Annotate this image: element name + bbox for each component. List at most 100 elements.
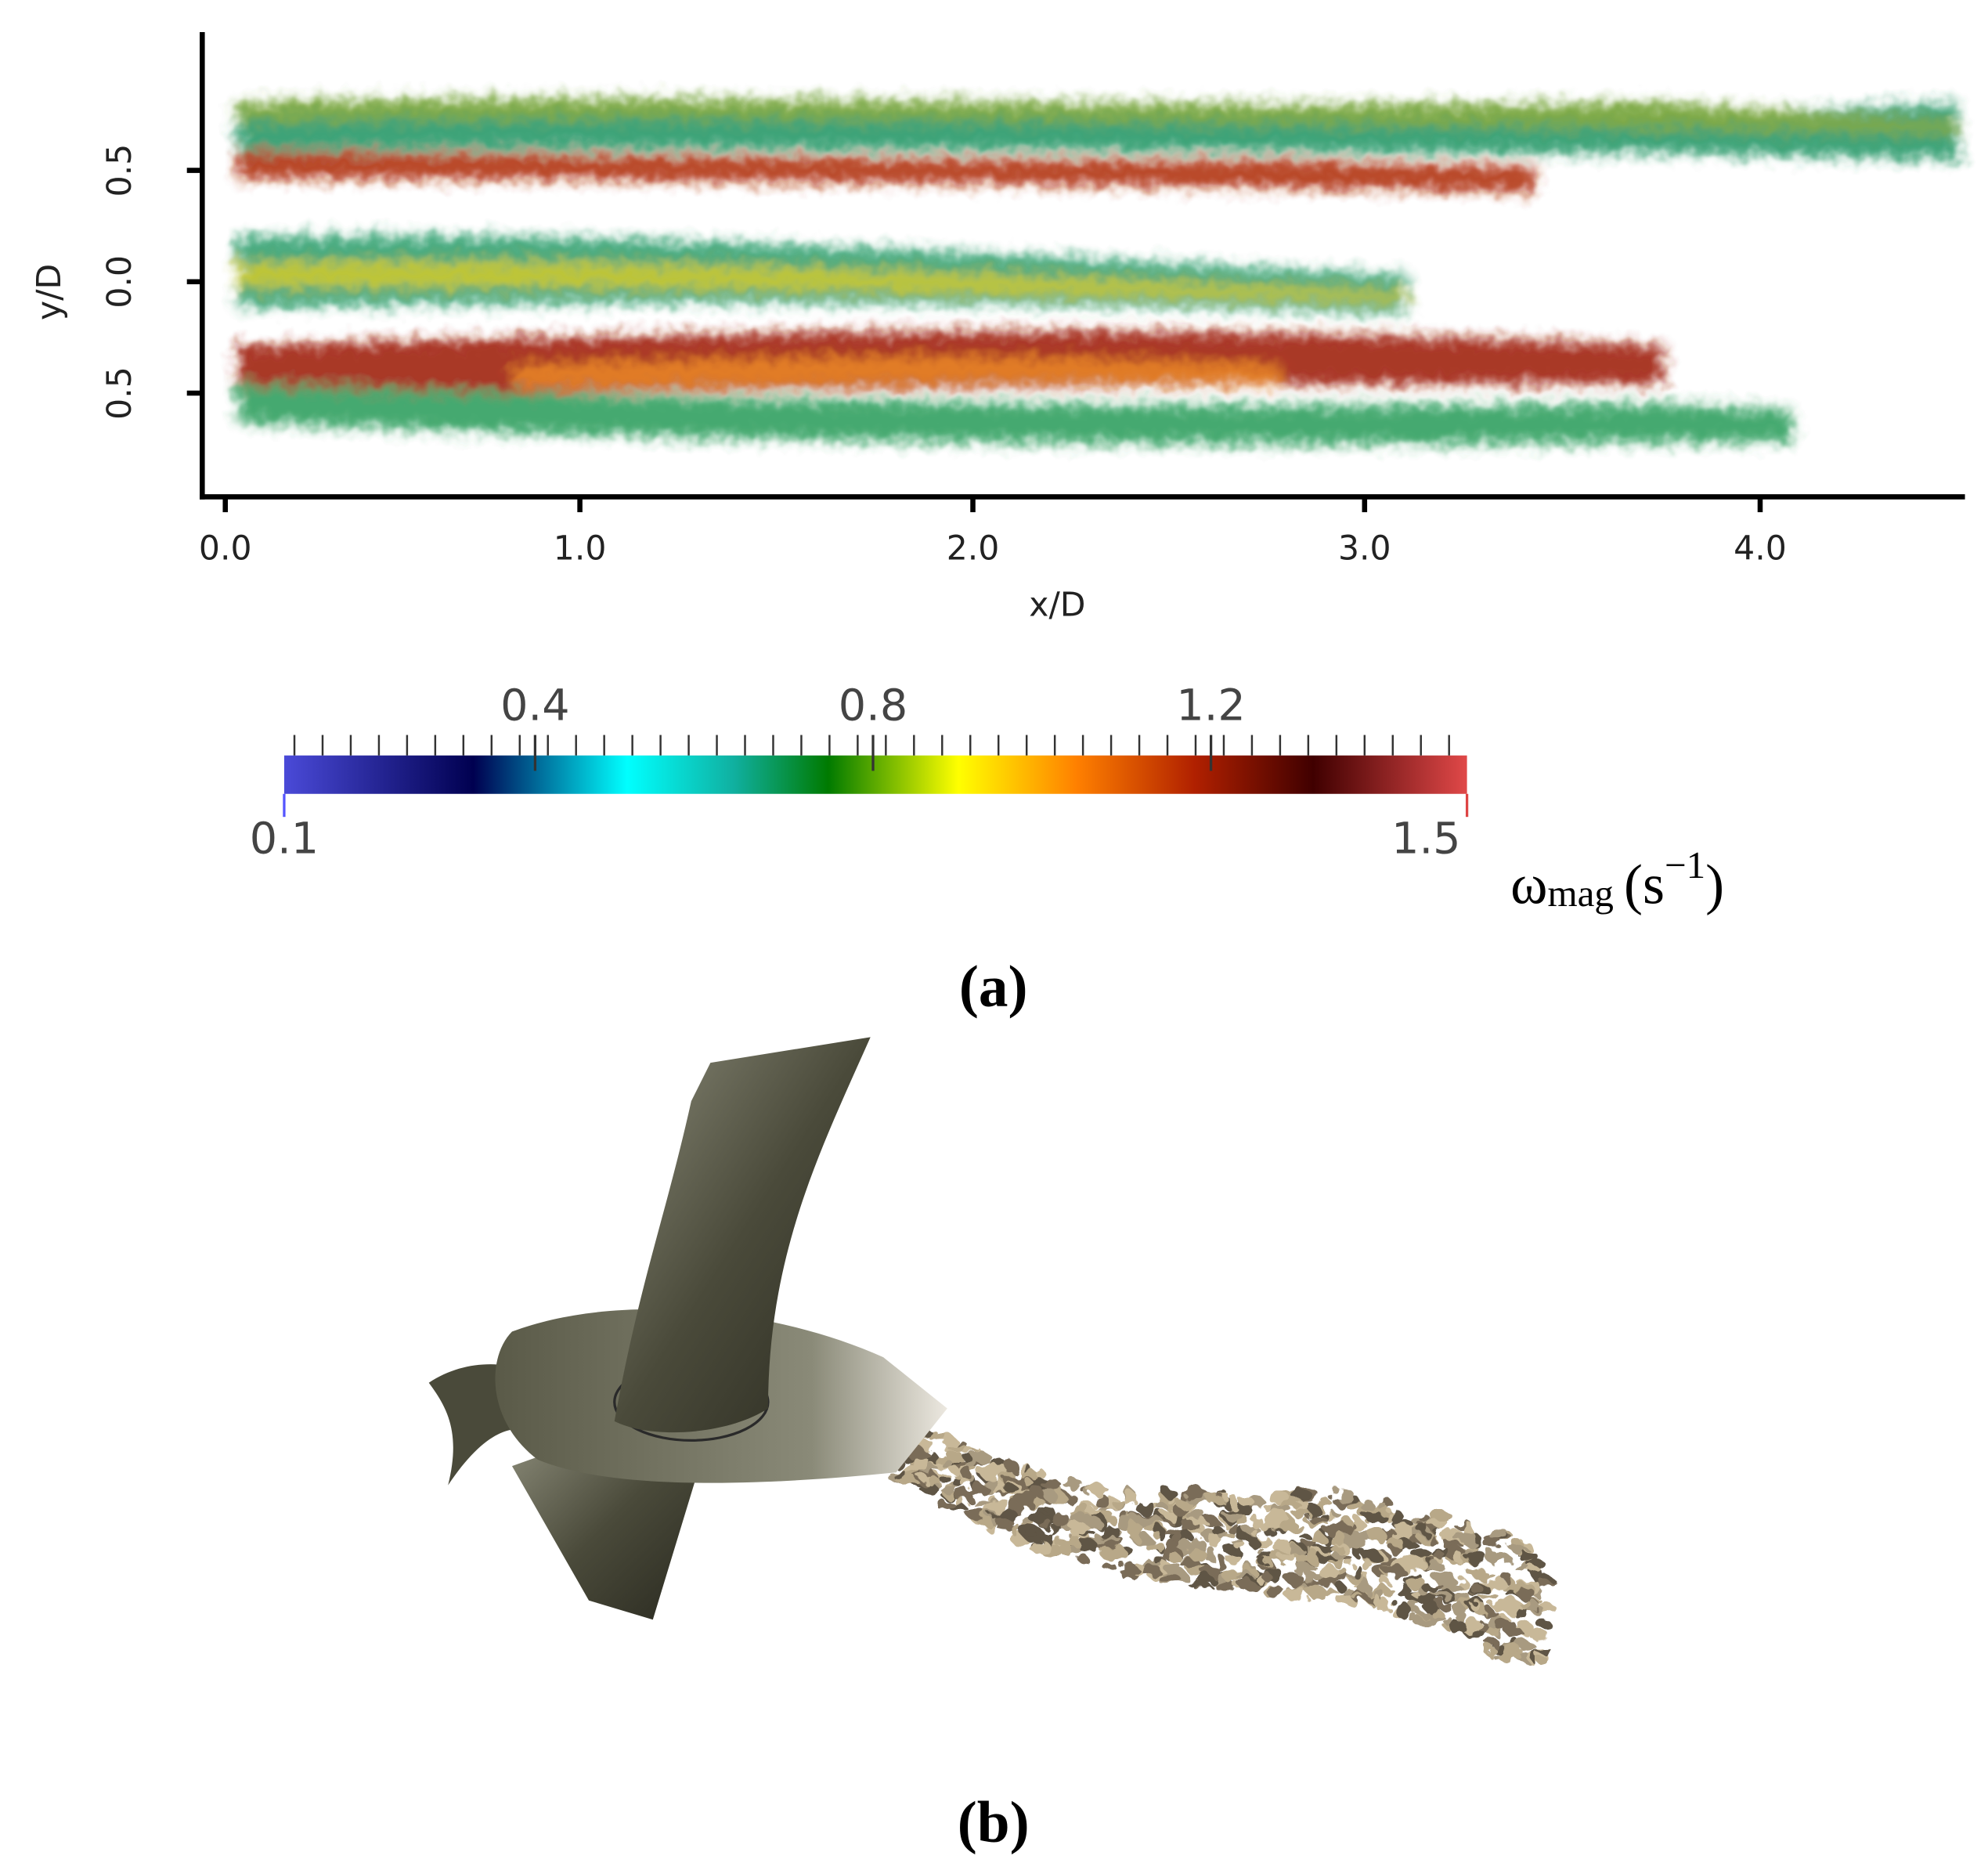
wake-cell: [1286, 1547, 1305, 1554]
wake-cell: [1308, 1515, 1326, 1522]
wake-cell: [1041, 1488, 1056, 1500]
wake-cell: [1224, 1512, 1244, 1521]
wake-cell: [1415, 1617, 1433, 1629]
wake: [889, 1417, 1556, 1666]
wake-cell: [1212, 1579, 1235, 1590]
wake-cell: [1491, 1552, 1503, 1565]
wake-cell: [932, 1432, 947, 1441]
wake-cell: [988, 1461, 1006, 1476]
wake-cell: [1265, 1583, 1282, 1598]
upper-blade: [614, 1037, 871, 1433]
wake-cell: [1103, 1562, 1117, 1572]
wake-cell: [1480, 1594, 1501, 1601]
wake-cell: [1200, 1565, 1221, 1576]
wake-cell: [1463, 1522, 1475, 1534]
wake-cell: [1516, 1587, 1535, 1599]
wake-cell: [1384, 1565, 1405, 1577]
wake-cell: [1163, 1528, 1182, 1536]
wake-cell: [1409, 1614, 1419, 1623]
wake-cell: [1435, 1550, 1444, 1562]
wake-cell: [1405, 1556, 1425, 1569]
wake-cell: [1087, 1483, 1107, 1496]
wake-cell: [1286, 1524, 1305, 1532]
wake-cell: [1376, 1500, 1386, 1510]
wake-cell: [926, 1476, 940, 1485]
wake-cell: [1442, 1542, 1463, 1550]
wake-cell: [1250, 1529, 1259, 1536]
wake-cell: [928, 1450, 937, 1465]
wake-cell: [1037, 1516, 1050, 1529]
wake-cell: [1362, 1498, 1373, 1513]
wake-cell: [1427, 1533, 1435, 1545]
colorbar-tick-labels: 0.4 0.8 1.2: [500, 680, 1246, 731]
y-tick-label: 0.0: [101, 255, 139, 309]
wake-cell: [1342, 1588, 1355, 1598]
wake-cell: [1407, 1576, 1426, 1591]
wake-cell: [1257, 1558, 1268, 1565]
colorbar-min-label: 0.1: [250, 813, 319, 864]
wake-cell: [1351, 1546, 1365, 1558]
wake-cell: [1293, 1507, 1310, 1520]
wake-cell: [1344, 1557, 1352, 1565]
wake-cell: [1515, 1566, 1532, 1572]
wake-cell: [939, 1476, 951, 1482]
turbine-render: [428, 1037, 1556, 1666]
wake-cell: [1157, 1503, 1168, 1511]
wake-cell: [1449, 1619, 1467, 1635]
wake-cell: [1330, 1551, 1344, 1558]
wake-cell: [1003, 1483, 1018, 1492]
colorbar-tick-label: 0.4: [500, 680, 569, 731]
close: ): [1705, 853, 1724, 915]
wake-cell: [1466, 1551, 1488, 1565]
wake-cell: [1164, 1562, 1182, 1576]
x-tick-label: 1.0: [554, 530, 607, 569]
colorbar-quantity: ωmag (s−1): [1510, 843, 1724, 915]
wake-cell: [1495, 1619, 1511, 1631]
wake-cell: [907, 1449, 930, 1461]
wake-cell: [998, 1508, 1017, 1520]
wake-cell: [1424, 1563, 1446, 1571]
wake-cell: [1143, 1540, 1164, 1550]
wake-cell: [1498, 1650, 1521, 1663]
wake-cell: [1124, 1492, 1138, 1507]
wake-cell: [1166, 1552, 1180, 1562]
colorbar-ticks: [293, 735, 1450, 771]
wake-cell: [1086, 1510, 1104, 1517]
wake-cell: [1296, 1552, 1307, 1565]
wake-cell: [967, 1475, 976, 1482]
wake-cell: [1052, 1514, 1072, 1528]
wake-cell: [961, 1445, 972, 1453]
wake-cell: [1351, 1594, 1364, 1601]
wake-cell: [1510, 1637, 1519, 1645]
wake-cell: [1070, 1522, 1089, 1533]
wake-cell: [1185, 1580, 1200, 1586]
wake-cell: [1176, 1500, 1192, 1510]
wake-cell: [1055, 1539, 1077, 1547]
wake-cell: [1234, 1572, 1254, 1579]
y-tick-label: 0.5: [101, 144, 139, 197]
colorbar-tick-label: 0.8: [839, 680, 907, 731]
wake-cell: [1531, 1628, 1549, 1642]
wake-cell: [1535, 1619, 1552, 1627]
wake-cell: [1233, 1541, 1247, 1550]
wake-cell: [1239, 1498, 1256, 1507]
wake-cell: [1438, 1601, 1452, 1611]
wake-cell: [941, 1457, 951, 1470]
wake-cell: [1452, 1601, 1465, 1616]
y-ticks: 0.5 0.0 0.5: [101, 144, 203, 420]
wake-cell: [1373, 1598, 1391, 1611]
colorbar-tick-label: 1.2: [1176, 680, 1245, 731]
wake-cell: [1141, 1565, 1161, 1576]
wake-cell: [1310, 1533, 1326, 1543]
y-axis-label: y/D: [31, 264, 69, 320]
wake-cell: [1112, 1499, 1125, 1508]
wake-cell: [1329, 1533, 1348, 1547]
wake-cell: [976, 1497, 986, 1504]
wake-cell: [1261, 1572, 1272, 1581]
wake-cell: [1330, 1546, 1345, 1552]
wake-cell: [1012, 1522, 1020, 1537]
wake-cell: [1217, 1527, 1226, 1539]
wake-cell: [1279, 1551, 1295, 1562]
wake-cell: [1272, 1539, 1292, 1554]
wake-cell: [1439, 1583, 1463, 1590]
